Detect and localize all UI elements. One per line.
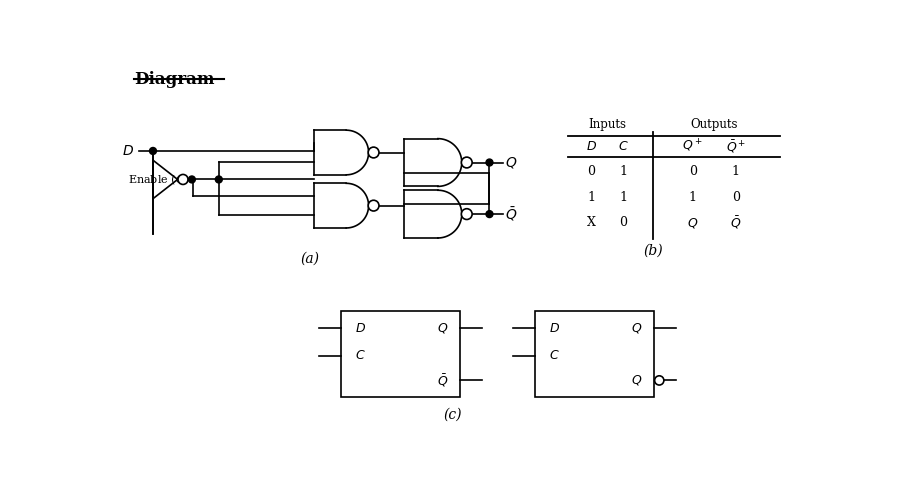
Circle shape: [486, 159, 493, 166]
Text: $C$: $C$: [549, 349, 560, 362]
Text: $D$: $D$: [549, 322, 560, 335]
Circle shape: [461, 209, 472, 220]
Text: $Q^+$: $Q^+$: [682, 138, 703, 155]
Text: X: X: [586, 216, 596, 229]
Text: $C$: $C$: [355, 349, 365, 362]
Text: (b): (b): [643, 244, 663, 258]
Text: 1: 1: [620, 165, 628, 178]
Text: Enable $(C)$: Enable $(C)$: [128, 173, 188, 186]
Circle shape: [368, 200, 379, 211]
Circle shape: [368, 147, 379, 158]
Text: 1: 1: [732, 165, 739, 178]
Text: $D$: $D$: [123, 144, 135, 158]
Text: (a): (a): [301, 252, 320, 266]
Circle shape: [461, 157, 472, 168]
Circle shape: [149, 147, 157, 154]
Circle shape: [655, 376, 664, 385]
Text: $\bar{Q}$: $\bar{Q}$: [437, 372, 449, 388]
Text: $Q$: $Q$: [632, 321, 643, 335]
Text: 1: 1: [587, 191, 595, 203]
Text: $Q$: $Q$: [505, 155, 517, 170]
Text: 0: 0: [689, 165, 697, 178]
Text: $D$: $D$: [585, 140, 597, 153]
Circle shape: [216, 176, 222, 183]
Bar: [535, 311, 655, 397]
Circle shape: [178, 174, 188, 184]
Text: 0: 0: [587, 165, 595, 178]
Text: 0: 0: [620, 216, 628, 229]
Text: 1: 1: [620, 191, 628, 203]
Text: $\bar{Q}$: $\bar{Q}$: [730, 214, 741, 231]
Text: Outputs: Outputs: [691, 118, 738, 131]
Circle shape: [486, 211, 493, 218]
Text: $\bar{Q}$: $\bar{Q}$: [505, 205, 517, 223]
Text: 0: 0: [732, 191, 739, 203]
Text: $C$: $C$: [618, 140, 629, 153]
Text: 1: 1: [689, 191, 697, 203]
Text: $Q$: $Q$: [437, 321, 449, 335]
Bar: [341, 311, 460, 397]
Text: $D$: $D$: [355, 322, 366, 335]
Text: $\bar{Q}^+$: $\bar{Q}^+$: [726, 138, 746, 155]
Text: Inputs: Inputs: [588, 118, 626, 131]
Text: Diagram: Diagram: [135, 71, 215, 88]
Text: $Q$: $Q$: [687, 216, 699, 229]
Text: $Q$: $Q$: [632, 373, 643, 387]
Circle shape: [188, 176, 195, 183]
Text: (c): (c): [443, 407, 462, 421]
